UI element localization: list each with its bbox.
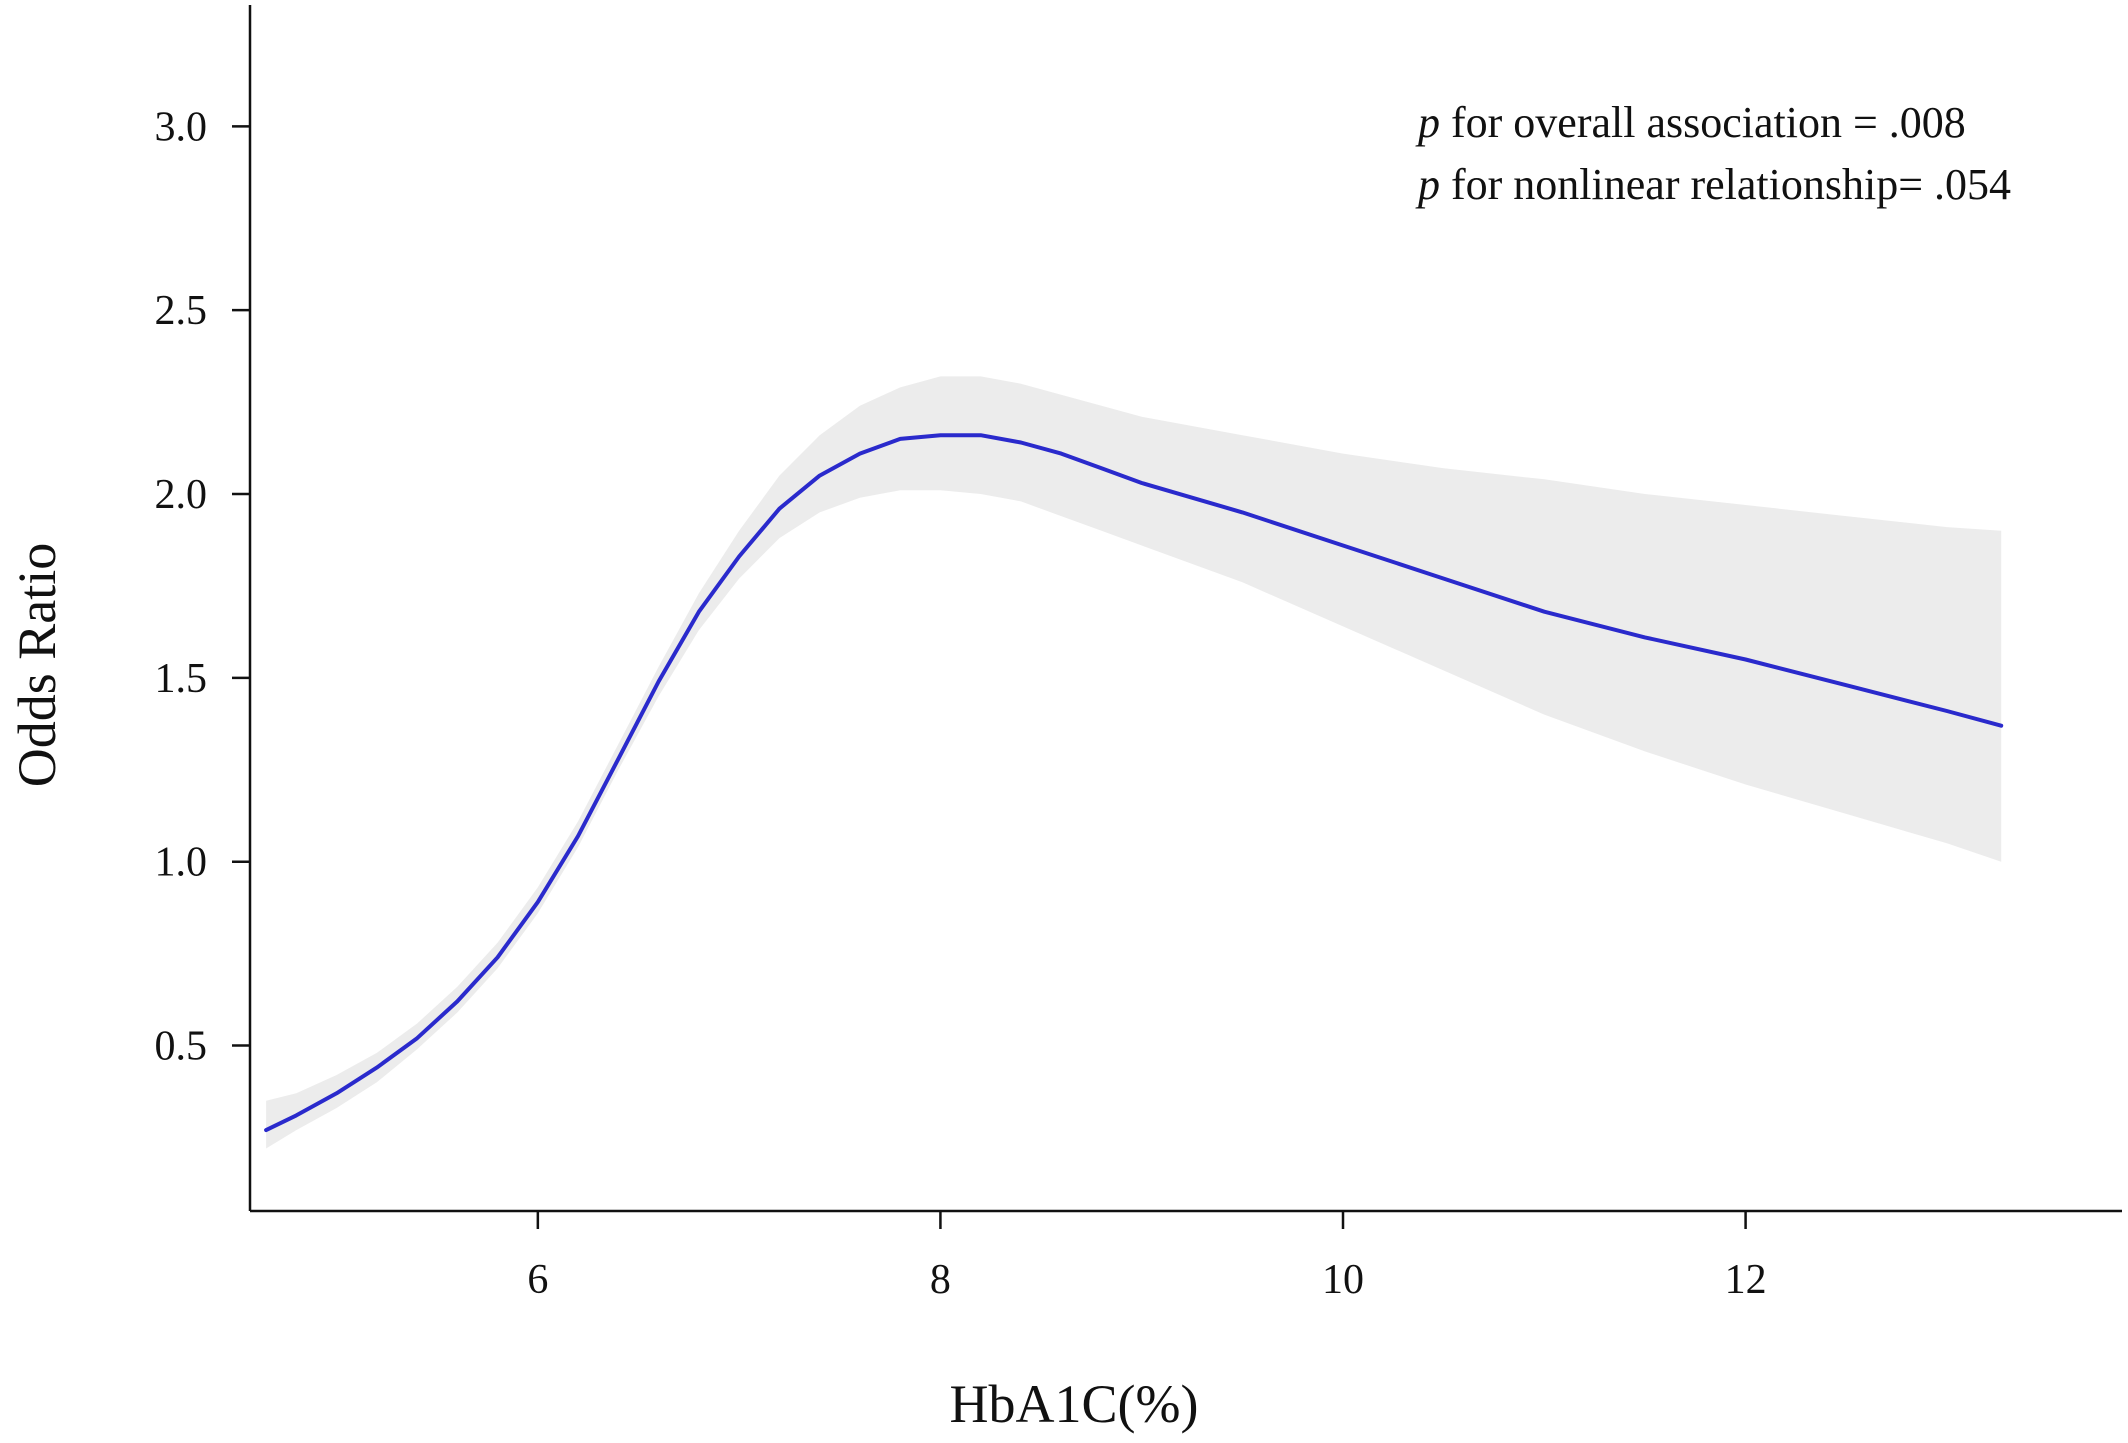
confidence-band-0 xyxy=(266,376,2002,1149)
y-axis-label: Odds Ratio xyxy=(7,543,67,788)
y-tick-label: 0.5 xyxy=(155,1024,208,1070)
y-tick-label: 2.0 xyxy=(155,472,208,518)
axes xyxy=(248,5,2122,1213)
y-tick-label: 1.5 xyxy=(155,656,208,702)
annotation-nonlinear-p: p xyxy=(1415,160,1440,209)
annotation-overall-text: for overall association = .008 xyxy=(1440,98,1966,147)
annotation-overall-p: p xyxy=(1415,98,1440,147)
x-axis-label: HbA1C(%) xyxy=(950,1374,1199,1434)
odds-ratio-line-0 xyxy=(264,433,2004,1133)
plot-area xyxy=(264,376,2004,1149)
annotation-nonlinear-text: for nonlinear relationship= .054 xyxy=(1440,160,2011,209)
ticks: 6 8 10 12 0.5 1.0 1.5 2.0 2.5 3.0 xyxy=(155,104,1767,1303)
x-tick-label: 8 xyxy=(930,1257,951,1303)
x-tick-label: 10 xyxy=(1322,1257,1364,1303)
annotation-overall: p for overall association = .008 xyxy=(1415,98,1966,147)
x-tick-label: 6 xyxy=(527,1257,548,1303)
y-tick-label: 3.0 xyxy=(155,104,208,150)
annotation-nonlinear: p for nonlinear relationship= .054 xyxy=(1415,160,2011,209)
y-tick-label: 2.5 xyxy=(155,288,208,334)
y-tick-label: 1.0 xyxy=(155,840,208,886)
x-tick-label: 12 xyxy=(1725,1257,1767,1303)
